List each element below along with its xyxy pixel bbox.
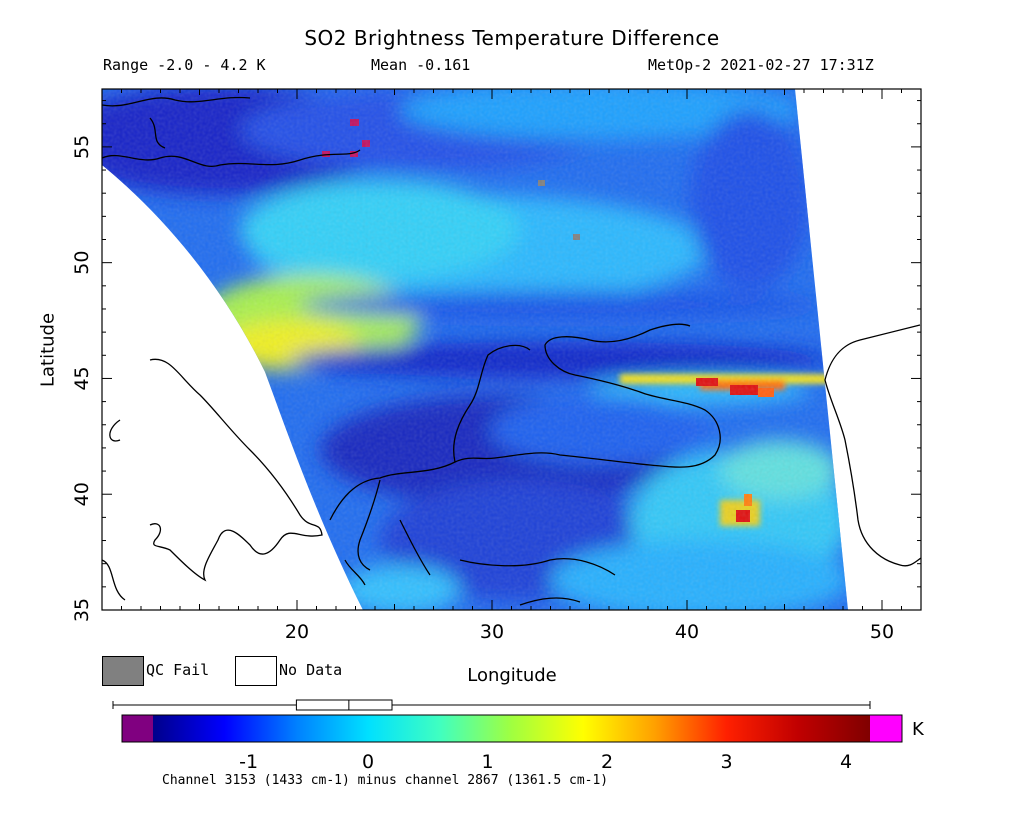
colorbar-over xyxy=(870,715,902,742)
colorbar-tick-label: 1 xyxy=(482,751,494,773)
no-data-swatch xyxy=(235,656,277,686)
colorbar-unit: K xyxy=(912,719,924,740)
range-box xyxy=(295,699,393,711)
axes: 20 30 40 50 35 40 45 50 55 xyxy=(71,89,922,643)
x-tick-label: 30 xyxy=(480,621,504,643)
coastlines xyxy=(102,96,921,606)
data-swath xyxy=(102,89,848,610)
y-tick-label: 35 xyxy=(71,598,93,622)
colorbar-gradient xyxy=(153,715,870,742)
y-tick-label: 45 xyxy=(71,366,93,390)
x-axis-label: Longitude xyxy=(467,665,557,686)
colorbar-tick-label: 3 xyxy=(721,751,733,773)
range-text: Range -2.0 - 4.2 K xyxy=(103,56,266,74)
colorbar-tick-label: 2 xyxy=(601,751,613,773)
y-tick-label: 55 xyxy=(71,135,93,159)
chart-title: SO2 Brightness Temperature Difference xyxy=(304,26,720,50)
qc-fail-label: QC Fail xyxy=(146,661,210,679)
qc-fail-swatch xyxy=(102,656,144,686)
y-tick-label: 50 xyxy=(71,251,93,275)
colorbar-tick-label: 0 xyxy=(362,751,374,773)
colorbar-tick-label: -1 xyxy=(239,751,258,773)
channel-footnote: Channel 3153 (1433 cm-1) minus channel 2… xyxy=(162,773,609,788)
x-tick-label: 20 xyxy=(285,621,309,643)
y-tick-label: 40 xyxy=(71,482,93,506)
colorbar: -1 0 1 2 3 4 xyxy=(112,699,903,773)
colorbar-tick-label: 4 xyxy=(840,751,852,773)
mean-text: Mean -0.161 xyxy=(371,56,471,74)
colorbar-frame xyxy=(121,714,903,743)
satellite-time-text: MetOp-2 2021-02-27 17:31Z xyxy=(648,56,874,74)
no-data-label: No Data xyxy=(279,661,343,679)
x-tick-label: 40 xyxy=(675,621,699,643)
colorbar-under xyxy=(122,715,153,742)
x-tick-label: 50 xyxy=(870,621,894,643)
y-axis-label: Latitude xyxy=(37,312,59,388)
